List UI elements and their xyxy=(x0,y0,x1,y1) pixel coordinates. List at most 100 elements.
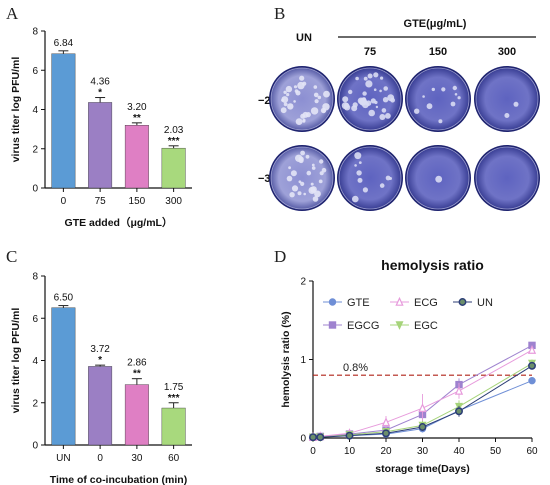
d-reference-label: 0.8% xyxy=(343,362,368,374)
c-value-label: 1.75 xyxy=(164,382,184,393)
plaque xyxy=(373,72,379,78)
plaque xyxy=(318,179,323,184)
plaque xyxy=(358,161,362,165)
plaque xyxy=(311,163,315,167)
panel-letter-c: C xyxy=(6,247,17,266)
c-bar xyxy=(124,384,149,446)
d-legend-marker xyxy=(395,296,404,306)
plaque xyxy=(452,85,457,91)
plaque xyxy=(313,85,318,89)
d-data-point xyxy=(381,417,391,427)
culture-plate xyxy=(407,68,469,130)
plate-inner-ring xyxy=(270,67,334,131)
a-bar xyxy=(161,147,186,189)
d-y-tick-label: 0 xyxy=(300,434,306,445)
plaque xyxy=(322,109,326,113)
plaque xyxy=(323,90,330,98)
plaque-col-300: 300 xyxy=(498,46,516,58)
plate-inner-ring xyxy=(475,67,539,131)
plaque-row-minus3: −3 xyxy=(258,173,271,185)
d-data-point xyxy=(454,385,464,395)
chart-panel-a: 0 2 4 6 8 6.84 0 *4.36 75 **3.20 150 ***2.03 300 viru… xyxy=(10,27,192,229)
culture-plate xyxy=(476,147,538,209)
plaque xyxy=(281,96,289,103)
plaque xyxy=(302,111,309,118)
c-bar xyxy=(51,307,76,446)
plaque xyxy=(379,89,382,93)
a-y-tick-label: 0 xyxy=(32,184,38,195)
d-y-axis-title: hemolysis ratio (%) xyxy=(280,311,292,407)
plaque-row-minus2: −2 xyxy=(258,95,271,107)
plaque xyxy=(322,103,330,111)
c-significance: * xyxy=(98,355,102,366)
plaque xyxy=(311,166,316,170)
a-value-label: 2.03 xyxy=(164,125,184,136)
d-data-point xyxy=(316,433,325,442)
plaque xyxy=(298,180,302,184)
plaque xyxy=(454,93,458,96)
a-y-tick-label: 8 xyxy=(32,27,38,38)
c-value-label: 2.86 xyxy=(127,358,147,369)
c-y-axis-title: virus titer log PFU/ml xyxy=(10,308,22,414)
d-data-point xyxy=(382,429,390,438)
panel-letter-d: D xyxy=(274,247,286,266)
chart-panel-c: 0 2 4 6 8 6.50 UN *3.72 0 **2.86 30 ***1.75 60 virus … xyxy=(10,272,192,485)
culture-plate xyxy=(339,147,401,209)
plaque xyxy=(297,191,302,196)
plaque xyxy=(457,96,461,100)
plaque xyxy=(344,104,351,111)
d-data-point xyxy=(418,423,427,431)
plaque xyxy=(379,183,385,188)
plaque-col-150: 150 xyxy=(429,46,447,58)
plaque xyxy=(294,89,299,93)
d-chart-title: hemolysis ratio xyxy=(381,257,484,273)
d-x-tick-label: 20 xyxy=(380,446,392,457)
plaque xyxy=(389,177,392,180)
d-x-tick-label: 50 xyxy=(490,446,502,457)
d-legend-label: ECG xyxy=(414,297,438,309)
plaque xyxy=(357,177,363,183)
c-y-tick-label: 4 xyxy=(32,356,38,367)
d-y-tick-label: 1 xyxy=(300,355,306,366)
d-data-point xyxy=(309,433,317,442)
plaque xyxy=(379,114,386,120)
a-significance: * xyxy=(98,88,102,99)
a-x-tick-label: 75 xyxy=(95,196,107,207)
d-x-tick-label: 30 xyxy=(417,446,429,457)
d-legend-marker xyxy=(395,321,404,330)
plate-inner-ring xyxy=(270,146,334,210)
c-y-tick-label: 8 xyxy=(32,272,38,283)
a-y-tick-label: 2 xyxy=(32,144,38,155)
a-y-tick-label: 6 xyxy=(32,66,38,77)
a-bar xyxy=(124,124,149,189)
d-data-point xyxy=(528,376,536,385)
plaque xyxy=(450,101,456,107)
plaque xyxy=(431,87,435,92)
a-y-axis-title: virus titer log PFU/ml xyxy=(10,57,22,163)
c-value-label: 6.50 xyxy=(54,293,74,304)
d-x-tick-label: 0 xyxy=(310,446,316,457)
c-significance: ** xyxy=(133,369,141,380)
c-x-tick-label: 60 xyxy=(168,453,180,464)
a-bar xyxy=(88,102,113,189)
a-x-tick-label: 150 xyxy=(129,196,146,207)
plaque xyxy=(438,119,443,124)
a-value-label: 6.84 xyxy=(54,38,74,49)
plaque xyxy=(310,107,319,115)
plaque xyxy=(319,171,324,176)
d-legend-label: UN xyxy=(477,297,493,309)
plaque xyxy=(351,105,358,112)
a-significance: ** xyxy=(133,113,141,124)
plate-inner-ring xyxy=(406,67,470,131)
plaque xyxy=(435,175,443,183)
d-legend-marker xyxy=(328,321,337,329)
plaque xyxy=(441,87,446,92)
a-value-label: 4.36 xyxy=(90,77,110,88)
plaque xyxy=(382,97,389,103)
plaque xyxy=(299,75,305,81)
panel-letter-b: B xyxy=(274,4,285,23)
plaque xyxy=(298,156,304,162)
plate-inner-ring xyxy=(338,67,402,131)
